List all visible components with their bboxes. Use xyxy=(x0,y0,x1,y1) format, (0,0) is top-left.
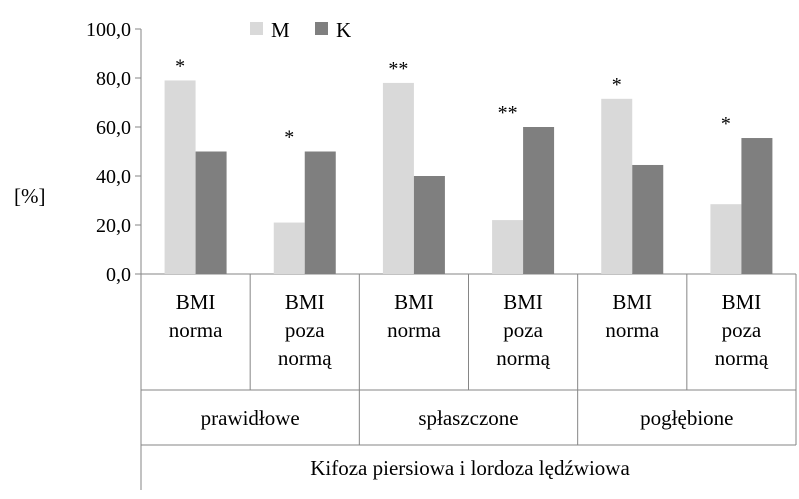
category-label-line: BMI xyxy=(612,290,652,314)
category-label-line: normą xyxy=(496,346,550,370)
group-label: prawidłowe xyxy=(201,406,300,430)
category-label: BMI poza normą xyxy=(278,290,332,370)
category-label-line: norma xyxy=(605,318,659,342)
y-tick-label: 100,0 xyxy=(86,19,131,41)
group-label: pogłębione xyxy=(640,406,733,430)
significance-mark: * xyxy=(612,74,622,96)
category-label: BMI poza normą xyxy=(715,290,769,370)
category-label-line: BMI xyxy=(503,290,543,314)
x-axis-title: Kifoza piersiowa i lordoza lędźwiowa xyxy=(310,456,630,480)
y-axis-title: [%] xyxy=(14,184,45,208)
bar-m xyxy=(164,80,196,274)
bar-k xyxy=(195,151,227,274)
significance-marks: ******** xyxy=(175,55,731,148)
group-labels: prawidłowe spłaszczone pogłębione xyxy=(201,406,734,430)
category-label-line: poza xyxy=(722,318,762,342)
axes xyxy=(140,29,797,490)
significance-mark: * xyxy=(284,127,294,149)
legend: M K xyxy=(250,18,351,42)
category-label-line: BMI xyxy=(285,290,325,314)
legend-label-k: K xyxy=(336,18,351,42)
category-label-line: normą xyxy=(278,346,332,370)
category-label-line: normą xyxy=(715,346,769,370)
legend-label-m: M xyxy=(271,18,290,42)
y-tick-label: 60,0 xyxy=(96,117,131,139)
y-tick-label: 40,0 xyxy=(96,166,131,188)
category-label-line: BMI xyxy=(394,290,434,314)
significance-mark: ** xyxy=(388,58,408,80)
bar-m xyxy=(710,204,742,274)
y-tick-label: 20,0 xyxy=(96,215,131,237)
category-label: BMI poza normą xyxy=(496,290,550,370)
bar-k xyxy=(741,138,773,274)
bar-k xyxy=(304,151,336,274)
bar-m xyxy=(273,222,305,274)
significance-mark: * xyxy=(175,55,185,77)
y-tick-label: 80,0 xyxy=(96,68,131,90)
category-label: BMI norma xyxy=(605,290,659,342)
group-label: spłaszczone xyxy=(418,406,518,430)
bars xyxy=(164,80,773,275)
significance-mark: ** xyxy=(498,102,518,124)
category-label: BMI norma xyxy=(387,290,441,342)
category-label-line: poza xyxy=(285,318,325,342)
legend-swatch-m xyxy=(250,22,263,35)
bar-m xyxy=(492,220,524,274)
bar-k xyxy=(413,176,445,274)
category-label-line: norma xyxy=(169,318,223,342)
legend-swatch-k xyxy=(315,22,328,35)
significance-mark: * xyxy=(721,113,731,135)
bar-m xyxy=(601,98,633,274)
category-label-line: BMI xyxy=(722,290,762,314)
category-label-line: poza xyxy=(503,318,543,342)
category-label-line: BMI xyxy=(176,290,216,314)
category-label: BMI norma xyxy=(169,290,223,342)
y-tick-label: 0,0 xyxy=(106,264,131,286)
category-labels: BMI norma BMI poza normą BMI norma BMI poza normą… xyxy=(169,290,769,370)
y-axis-ticks: 0,0 20,0 40,0 60,0 80,0 100,0 xyxy=(86,19,141,286)
category-label-line: norma xyxy=(387,318,441,342)
bar-k xyxy=(632,164,664,274)
bar-m xyxy=(382,82,414,275)
bar-k xyxy=(523,127,555,274)
